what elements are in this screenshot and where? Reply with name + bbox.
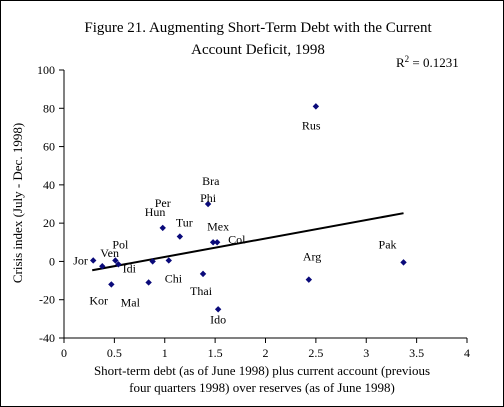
x-tick-label: 3.5	[409, 346, 424, 360]
chart-title-line-1: Figure 21. Augmenting Short-Term Debt wi…	[84, 20, 432, 36]
x-tick-label: 1.5	[208, 346, 223, 360]
point-label: Tur	[176, 216, 193, 230]
chart-title-line-2: Account Deficit, 1998	[191, 42, 325, 58]
data-point	[305, 276, 313, 283]
x-axis-label-line-1: Short-term debt (as of June 1998) plus c…	[94, 363, 430, 378]
data-point	[209, 239, 217, 246]
data-point	[112, 257, 119, 264]
y-tick-label: -20	[39, 293, 55, 307]
y-tick-label: 80	[43, 101, 55, 115]
r-squared-symbol: R	[396, 55, 405, 70]
y-tick-label: 40	[43, 178, 55, 192]
x-tick-label: 2.5	[308, 346, 323, 360]
data-point	[165, 257, 172, 264]
trendline	[92, 212, 404, 272]
point-label: Thai	[190, 284, 213, 298]
data-point	[400, 259, 407, 266]
x-tick-label: 3	[363, 346, 369, 360]
y-tick-label: 100	[37, 63, 55, 77]
y-tick-label: -40	[39, 331, 55, 345]
point-label: Arg	[303, 250, 321, 264]
data-point	[159, 224, 166, 232]
point-label: Mal	[121, 295, 141, 309]
x-tick-label: 1	[162, 346, 168, 360]
data-point	[115, 261, 122, 268]
point-label: Ven	[100, 246, 119, 260]
data-point	[149, 258, 156, 265]
data-point	[204, 200, 212, 208]
x-tick-label: 0.5	[107, 346, 122, 360]
data-point	[108, 281, 115, 288]
data-point	[312, 103, 320, 110]
y-tick-label: 0	[49, 254, 55, 268]
data-point	[145, 279, 152, 286]
data-point	[199, 270, 207, 278]
x-tick-label: 4	[464, 346, 470, 360]
y-tick-label: 20	[43, 216, 55, 230]
point-label: Phi	[200, 191, 217, 205]
point-label: Per	[155, 196, 171, 210]
r-squared-value: = 0.1231	[409, 55, 459, 70]
point-label: Hun	[145, 205, 166, 219]
point-label: Pol	[112, 237, 129, 251]
point-label: Col	[228, 232, 246, 246]
point-label: Chi	[165, 271, 183, 285]
r-squared-annotation: R2 = 0.1231	[396, 54, 459, 70]
x-axis-ticks: 0 0.5 1 1.5 2 2.5 3 3.5 4	[61, 338, 470, 360]
y-tick-label: 60	[43, 140, 55, 154]
point-label: Jor	[73, 253, 88, 267]
data-points	[90, 103, 407, 313]
x-axis-label-line-2: four quarters 1998) over reserves (as of…	[129, 380, 395, 395]
point-label: Mex	[207, 219, 229, 233]
y-axis-label: Crisis index (July - Dec. 1998)	[10, 123, 25, 283]
data-point	[214, 306, 222, 313]
point-label: Kor	[89, 293, 108, 307]
y-axis-ticks: -40 -20 0 20 40 60 80 100	[37, 63, 64, 345]
data-point	[213, 239, 221, 246]
point-label: Ido	[210, 312, 226, 326]
data-point	[99, 263, 106, 270]
data-point	[176, 233, 184, 240]
x-tick-label: 0	[61, 346, 67, 360]
point-label: Rus	[302, 118, 321, 132]
r-squared-exponent: 2	[405, 54, 410, 64]
point-label: Idi	[123, 261, 137, 275]
point-label: Bra	[202, 174, 220, 188]
data-point	[90, 257, 97, 264]
point-label: Pak	[379, 237, 397, 251]
x-tick-label: 2	[263, 346, 269, 360]
